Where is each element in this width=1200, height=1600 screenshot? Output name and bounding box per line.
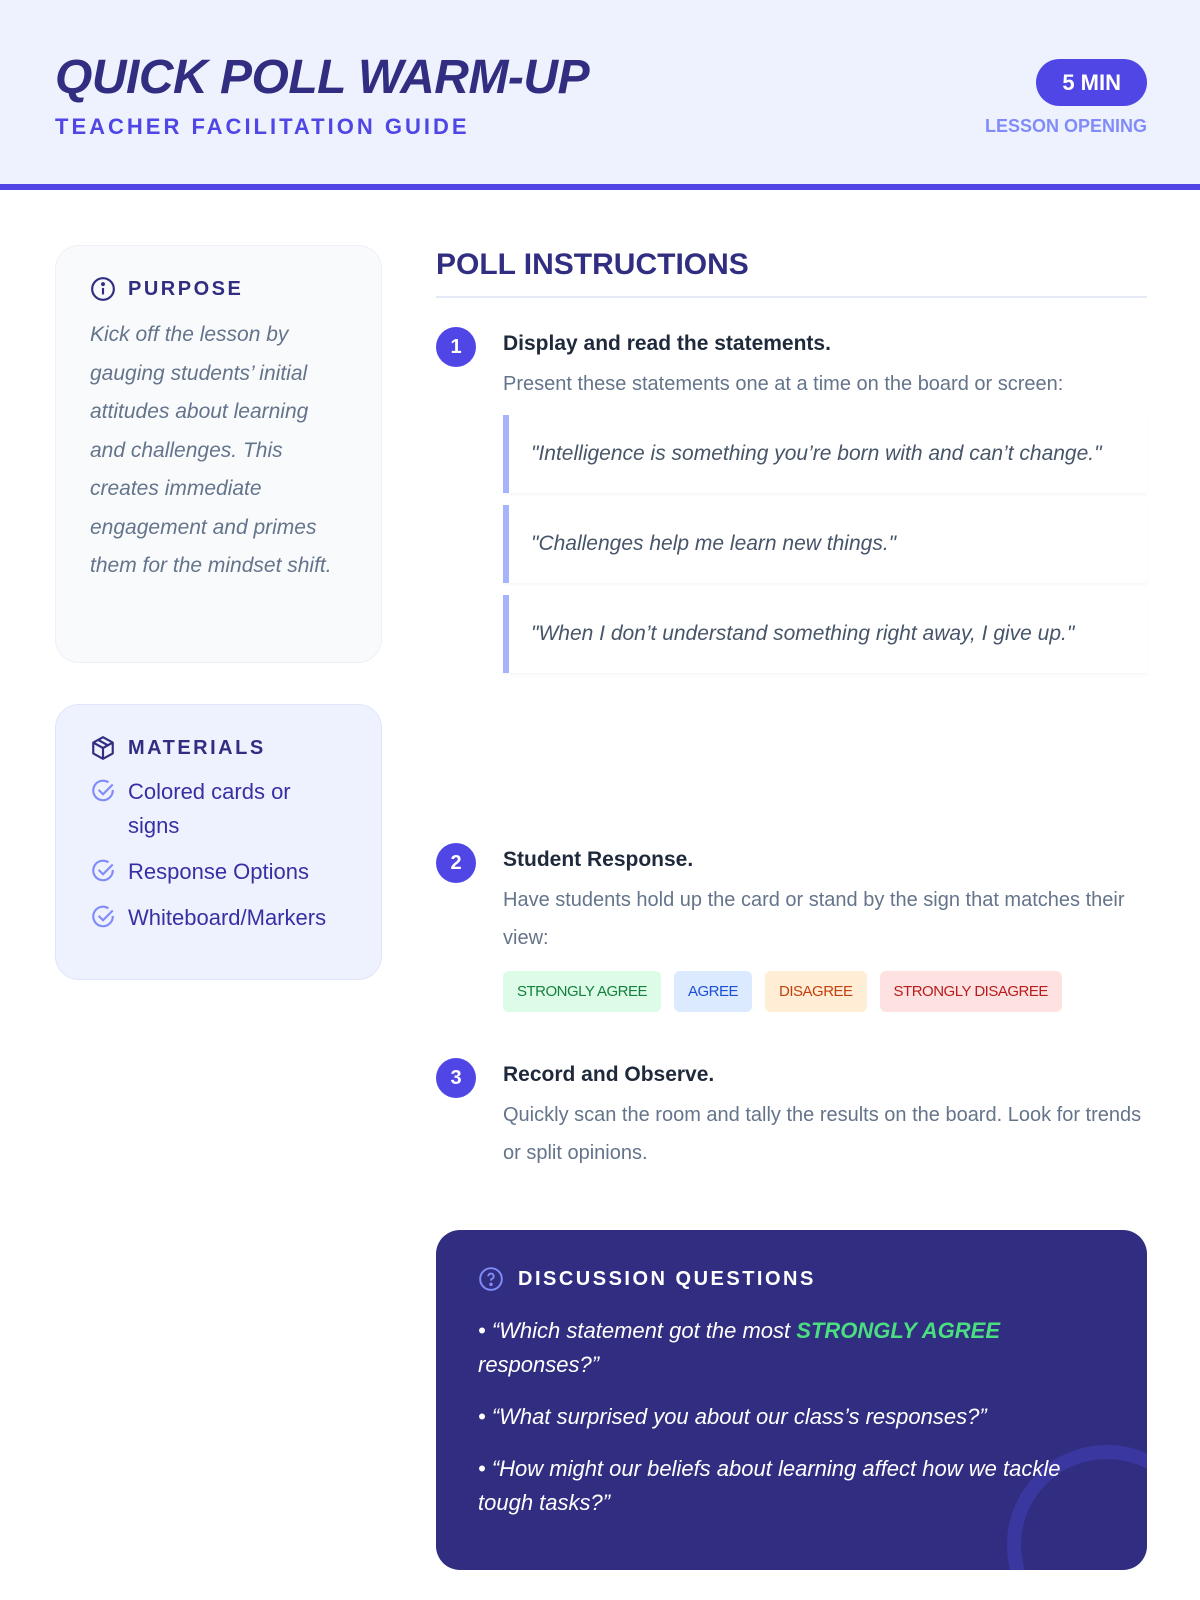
option-strongly-disagree: STRONGLY DISAGREE xyxy=(879,971,1062,1012)
phase-label: LESSON OPENING xyxy=(984,116,1147,136)
material-item: Colored cards or signs xyxy=(90,775,347,843)
material-item: Response Options xyxy=(90,855,347,889)
step-3: 3 Record and Observe. Quickly scan the r… xyxy=(436,1058,1147,1172)
step-heading: Student Response. xyxy=(503,848,694,871)
purpose-title: PURPOSE xyxy=(128,277,244,300)
discussion-heading: DISCUSSION QUESTIONS xyxy=(478,1266,1105,1292)
materials-card: MATERIALS Colored cards or signs Respons… xyxy=(55,704,382,980)
page-title: QUICK POLL WARM-UP xyxy=(55,51,590,104)
check-circle-icon xyxy=(92,859,114,882)
highlight-strongly-agree: STRONGLY AGREE xyxy=(796,1318,1001,1343)
statement-quote: "When I don’t understand something right… xyxy=(503,595,1147,673)
step-text: Have students hold up the card or stand … xyxy=(503,889,1125,949)
material-item: Whiteboard/Markers xyxy=(90,901,347,935)
purpose-heading: PURPOSE xyxy=(90,276,347,302)
page-subtitle: TEACHER FACILITATION GUIDE xyxy=(55,114,470,139)
discussion-question: • “What surprised you about our class’s … xyxy=(478,1404,987,1429)
materials-heading: MATERIALS xyxy=(90,735,347,761)
step-number: 1 xyxy=(436,327,476,367)
step-text: Quickly scan the room and tally the resu… xyxy=(503,1104,1142,1164)
duration-badge: 5 MIN xyxy=(1036,59,1147,106)
step-text: Present these statements one at a time o… xyxy=(503,373,1064,395)
discussion-question: • “How might our beliefs about learning … xyxy=(478,1456,1061,1515)
statement-quote: "Intelligence is something you’re born w… xyxy=(503,415,1147,493)
option-strongly-agree: STRONGLY AGREE xyxy=(503,971,661,1012)
option-disagree: DISAGREE xyxy=(765,971,867,1012)
check-circle-icon xyxy=(92,905,114,928)
material-label: Response Options xyxy=(128,859,309,884)
step-number: 2 xyxy=(436,843,476,883)
material-label: Whiteboard/Markers xyxy=(128,905,327,930)
option-agree: AGREE xyxy=(674,971,753,1012)
purpose-card: PURPOSE Kick off the lesson by gauging s… xyxy=(55,245,382,663)
step-heading: Display and read the statements. xyxy=(503,332,831,355)
question-text: responses?” xyxy=(478,1352,600,1377)
step-heading: Record and Observe. xyxy=(503,1063,715,1086)
section-title: POLL INSTRUCTIONS xyxy=(436,248,1147,298)
discussion-question: • “Which statement got the most STRONGLY… xyxy=(478,1314,1105,1382)
statement-quote: "Challenges help me learn new things." xyxy=(503,505,1147,583)
material-label: Colored cards or signs xyxy=(128,779,291,838)
step-2: 2 Student Response. Have students hold u… xyxy=(436,843,1147,1012)
header: QUICK POLL WARM-UP TEACHER FACILITATION … xyxy=(0,0,1200,190)
box-icon xyxy=(92,736,114,760)
discussion-title: DISCUSSION QUESTIONS xyxy=(518,1267,816,1290)
materials-title: MATERIALS xyxy=(128,736,266,759)
info-icon xyxy=(91,277,115,301)
response-options: STRONGLY AGREE AGREE DISAGREE STRONGLY D… xyxy=(503,971,1147,1012)
step-1: 1 Display and read the statements. Prese… xyxy=(436,327,1147,673)
discussion-card: DISCUSSION QUESTIONS • “Which statement … xyxy=(436,1230,1147,1570)
question-text: • “Which statement got the most xyxy=(478,1318,797,1343)
step-number: 3 xyxy=(436,1058,476,1098)
check-circle-icon xyxy=(92,779,114,802)
purpose-text: Kick off the lesson by gauging students’… xyxy=(90,323,332,577)
question-circle-icon xyxy=(479,1267,503,1291)
